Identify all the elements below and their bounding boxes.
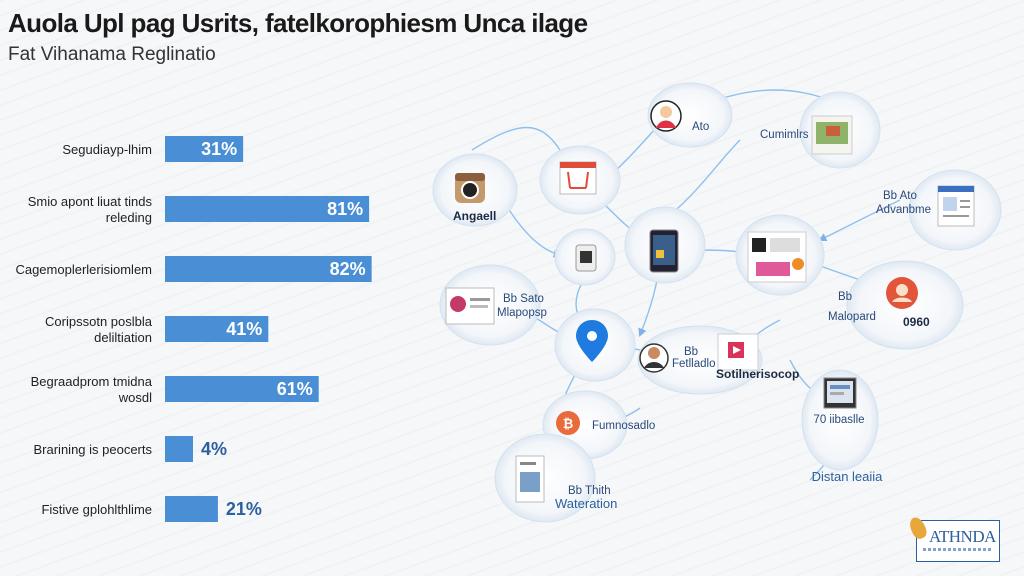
node-label-n1: Ato [692,121,709,133]
node-label-n16: Wateration [555,496,617,511]
card-icon [445,287,495,325]
node-label-n13: Malopard [828,311,876,323]
location-pin-icon [576,320,608,362]
connector [668,139,741,217]
node-label-n9: Mlapopsp [497,307,547,319]
calendar-icon [559,161,597,195]
node-sublabel-n5: Bb Ato [883,190,917,202]
node-sublabel-n9: Bb Sato [503,293,544,305]
tablet-icon [649,229,679,273]
value-label: 31% [201,139,237,159]
svg-text:₿: ₿ [563,417,574,432]
logo-text: ATHNDA [929,527,996,546]
node-sublabel-n15: 70 iibaslle [813,414,864,426]
bar [165,496,218,522]
node-sublabel-n11: Bb [684,346,698,358]
monitor-icon [823,377,857,409]
connector [471,126,561,151]
avatar-icon [886,277,918,309]
chart-title: Auola Upl pag Usrits, fatelkorophiesm Un… [8,8,588,38]
bar-chart: Segudiayp-lhim 31% Smio apont liuat tinds r… [15,136,372,522]
node-extra-n13: 0960 [903,315,930,329]
chart-subtitle: Fat Vihanama Reglinatio [8,44,216,65]
phone-icon [575,244,597,272]
category-label: Segudiayp-lhim [62,142,152,157]
bar [165,436,193,462]
bar [165,376,319,402]
play-icon [717,333,759,371]
value-label: 21% [226,499,262,519]
gallery-icon [811,115,853,155]
person-icon [650,100,682,132]
value-label: 81% [327,199,363,219]
bitcoin-icon: ₿ [556,411,580,435]
halo [801,369,879,471]
document-icon [937,185,975,227]
brand-logo: ATHNDA [907,515,1000,562]
bar [165,196,370,222]
bar [165,256,372,282]
connector [818,199,901,241]
value-label: 4% [201,439,227,459]
bar [165,316,269,342]
node-label-n11: Fetlladlo [672,358,715,370]
portrait-icon [639,343,669,373]
category-label: Cagemoplerlerisiomlem [15,262,152,277]
logo-underline [923,548,993,551]
node-label-n2: Cumimlrs [760,129,809,141]
node-sublabel-n13: Bb [838,291,852,303]
camera-icon [455,173,485,203]
category-label: Coripssotn poslbla deliltiation [45,314,153,345]
node-label-n3: Angaell [453,209,496,223]
category-label: Brarining is peocerts [34,442,153,457]
category-label: Begraadprom tmidna wosdl [31,374,153,405]
bar [165,136,244,162]
node-label-n14: Fumnosadlo [592,420,655,432]
book-icon [515,455,545,503]
node-label-n15: Distan leaiia [812,469,884,484]
category-label: Fistive gplohlthlime [41,502,152,517]
node-sublabel-n16: Bb Thith [568,485,611,497]
category-label: Smio apont liuat tinds releding [28,194,153,225]
media-icon [747,231,807,283]
node-label-n12: Sotilnerisocop [716,367,799,381]
value-label: 82% [330,259,366,279]
value-label: 41% [226,319,262,339]
value-label: 61% [277,379,313,399]
node-label-n5: Advanbme [876,204,931,216]
